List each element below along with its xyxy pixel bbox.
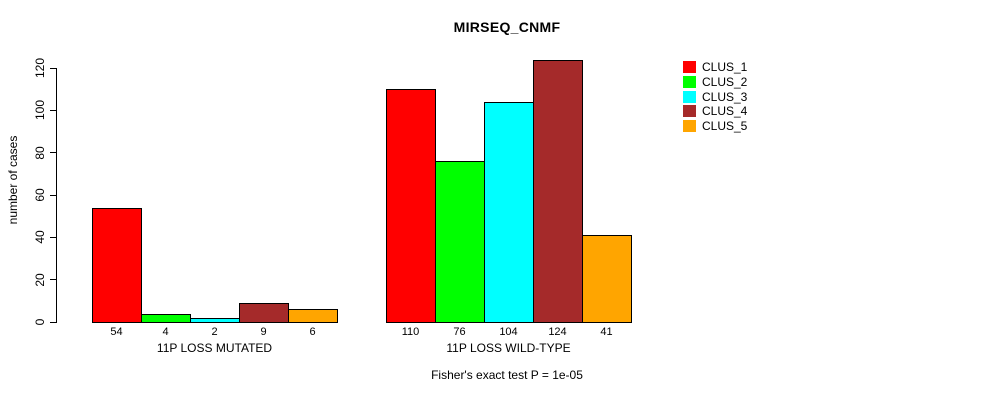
bar-value-label: 41 (600, 326, 613, 338)
y-axis-label: number of cases (6, 135, 20, 225)
bar-value-label: 110 (401, 326, 420, 338)
bar-clus_1-group1 (92, 208, 142, 323)
y-tick-mark (50, 109, 56, 111)
legend-item: CLUS_2 (683, 75, 747, 90)
x-category-label: 11P LOSS MUTATED (156, 341, 273, 355)
legend-label: CLUS_5 (702, 119, 748, 134)
bar-value-label: 124 (548, 326, 567, 338)
y-tick-mark (50, 236, 56, 238)
legend-item: CLUS_5 (683, 119, 747, 134)
legend-item: CLUS_3 (683, 89, 747, 104)
y-tick-label: 120 (33, 57, 47, 79)
bar-clus_1-group2 (386, 89, 436, 323)
y-tick-label: 20 (33, 272, 47, 287)
legend-label: CLUS_1 (702, 60, 748, 75)
y-axis-line (56, 68, 57, 323)
bar-value-label: 9 (260, 326, 267, 338)
bar-value-label: 6 (309, 326, 316, 338)
y-tick-label: 0 (33, 318, 47, 326)
y-tick-mark (50, 67, 56, 69)
legend-label: CLUS_4 (702, 104, 748, 119)
bar-value-label: 4 (162, 326, 169, 338)
y-tick-mark (50, 321, 56, 323)
y-tick-label: 40 (33, 230, 47, 245)
bar-value-label: 76 (453, 326, 466, 338)
bar-clus_5-group2 (582, 235, 632, 323)
chart-title: MIRSEQ_CNMF (453, 19, 561, 35)
y-tick-label: 60 (33, 188, 47, 202)
bar-clus_3-group1 (190, 318, 240, 323)
legend-swatch (683, 76, 696, 89)
legend-swatch (683, 61, 696, 74)
legend-label: CLUS_3 (702, 89, 748, 104)
legend-swatch (683, 120, 696, 133)
bar-clus_3-group2 (484, 102, 534, 323)
bar-value-label: 2 (211, 326, 218, 338)
y-tick-mark (50, 194, 56, 196)
x-category-label: 11P LOSS WILD-TYPE (446, 341, 571, 355)
annotation-text: Fisher's exact test P = 1e-05 (431, 368, 583, 382)
bar-clus_2-group1 (141, 314, 191, 323)
legend-swatch (683, 105, 696, 118)
legend: CLUS_1 CLUS_2 CLUS_3 CLUS_4 CLUS_5 (683, 60, 747, 133)
legend-item: CLUS_4 (683, 104, 747, 119)
y-tick-label: 100 (33, 100, 47, 121)
legend-item: CLUS_1 (683, 60, 747, 75)
bar-value-label: 54 (110, 326, 123, 338)
legend-swatch (683, 90, 696, 103)
bar-clus_4-group1 (239, 303, 289, 323)
bar-value-label: 104 (499, 326, 518, 338)
y-tick-mark (50, 152, 56, 154)
y-tick-mark (50, 279, 56, 281)
bar-clus_4-group2 (533, 60, 583, 323)
bar-clus_2-group2 (435, 161, 485, 323)
legend-label: CLUS_2 (702, 75, 748, 90)
bar-clus_5-group1 (288, 309, 338, 323)
y-tick-label: 80 (33, 145, 47, 160)
